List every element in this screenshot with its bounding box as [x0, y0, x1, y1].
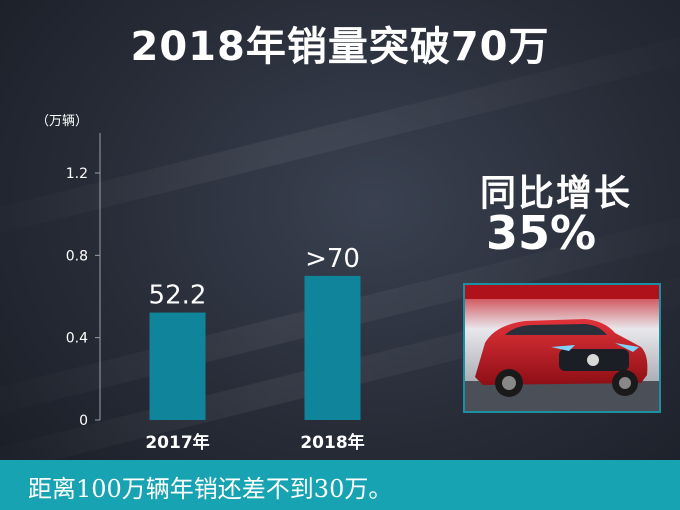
y-tick-label: 0 — [79, 413, 88, 429]
x-axis: 2017年 2018年 — [145, 432, 364, 453]
y-axis: 0 0.4 0.8 1.2 — [66, 133, 101, 429]
bar-2017年 — [149, 312, 206, 420]
x-tick-label: 2018年 — [300, 432, 364, 453]
y-axis-unit-label: （万辆） — [36, 114, 89, 129]
footer-banner: 距离100万辆年销还差不到30万。 — [0, 460, 680, 510]
footer-text: 距离100万辆年销还差不到30万。 — [28, 475, 393, 503]
growth-value: 35% — [486, 206, 597, 260]
bar-data-label: >70 — [305, 244, 360, 274]
car-photo — [463, 283, 661, 413]
y-tick-label: 0.8 — [66, 248, 88, 264]
bars: 52.2 >70 — [149, 244, 361, 420]
y-tick-label: 0.4 — [66, 331, 88, 347]
growth-label: 同比增长 — [480, 173, 633, 214]
bar-data-label: 52.2 — [149, 281, 207, 311]
bar-2018年 — [304, 275, 361, 420]
page-title: 2018年销量突破70万 — [130, 24, 550, 70]
x-tick-label: 2017年 — [145, 432, 209, 453]
y-tick-label: 1.2 — [66, 166, 88, 182]
red-suv-illustration — [465, 285, 659, 411]
